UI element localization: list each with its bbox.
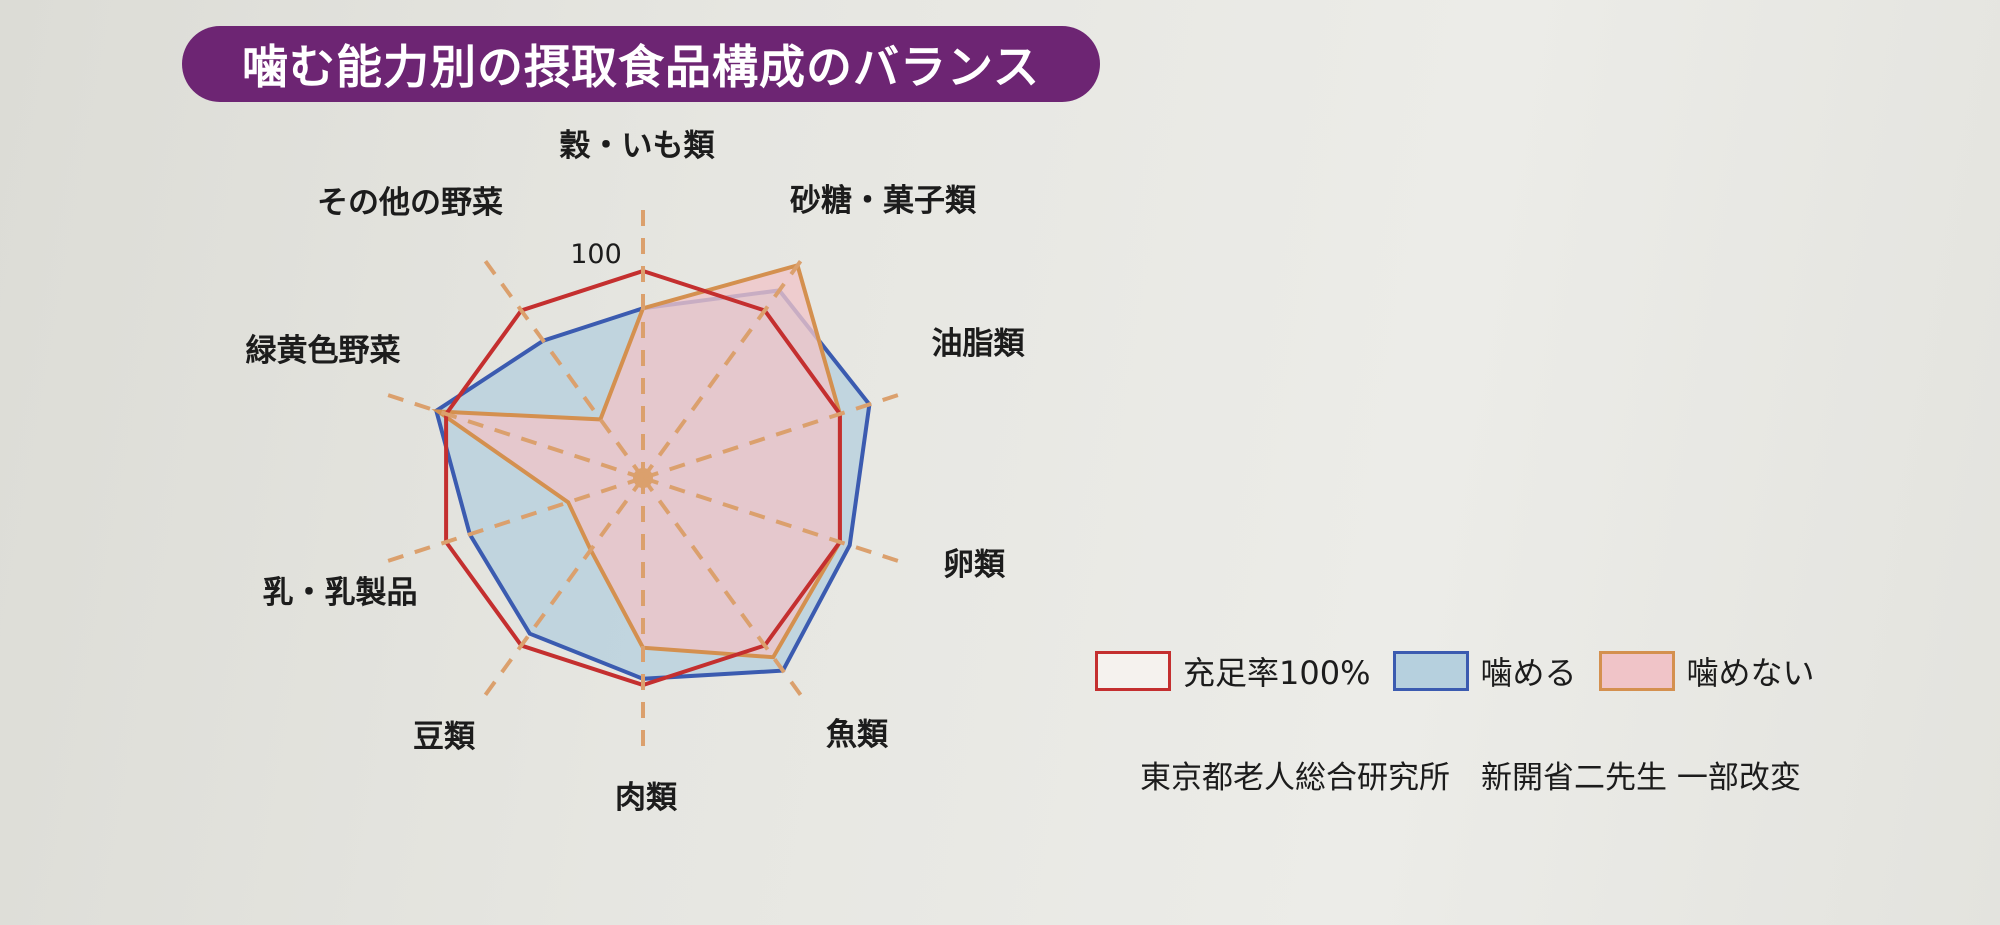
- legend-label-full: 充足率100%: [1183, 654, 1371, 692]
- category-label: 卵類: [943, 547, 1006, 583]
- axis-spoke: [641, 476, 803, 697]
- axis-spoke: [642, 476, 900, 564]
- category-label: 肉類: [615, 780, 678, 816]
- legend-item-full: 充足率100%: [1095, 648, 1371, 694]
- legend-item-can-chew: 噛める: [1392, 648, 1577, 694]
- category-label: 油脂類: [932, 326, 1026, 362]
- category-label: 穀・いも類: [560, 128, 716, 164]
- legend-label-cannot-chew: 噛めない: [1686, 654, 1815, 692]
- legend-label-can-chew: 噛める: [1480, 654, 1577, 692]
- axis-spoke: [386, 476, 644, 564]
- axis-spoke: [483, 476, 645, 697]
- axis-spoke: [642, 392, 900, 480]
- category-label: 砂糖・菓子類: [790, 183, 977, 219]
- center-marker: [633, 468, 653, 488]
- source-credit: 東京都老人総合研究所 新開省二先生 一部改変: [1140, 760, 1801, 796]
- legend-swatch-full: [1095, 651, 1171, 691]
- category-label: 魚類: [826, 717, 889, 753]
- category-label: 乳・乳製品: [263, 575, 418, 611]
- scale-label: 100: [570, 239, 622, 270]
- axis-spoke: [386, 392, 644, 480]
- category-label: 緑黄色野菜: [246, 333, 401, 369]
- category-label: その他の野菜: [317, 185, 503, 221]
- axis-spoke: [483, 259, 645, 480]
- legend: 充足率100% 噛める 噛めない: [1095, 648, 1837, 694]
- category-label: 豆類: [413, 719, 476, 755]
- legend-swatch-can-chew: [1392, 651, 1469, 691]
- title-banner: 噛む能力別の摂取食品構成のバランス: [182, 26, 1100, 102]
- page-title: 噛む能力別の摂取食品構成のバランス: [241, 40, 1041, 94]
- axis-spoke: [641, 259, 803, 480]
- legend-item-cannot-chew: 噛めない: [1598, 648, 1815, 694]
- legend-swatch-cannot-chew: [1598, 651, 1675, 691]
